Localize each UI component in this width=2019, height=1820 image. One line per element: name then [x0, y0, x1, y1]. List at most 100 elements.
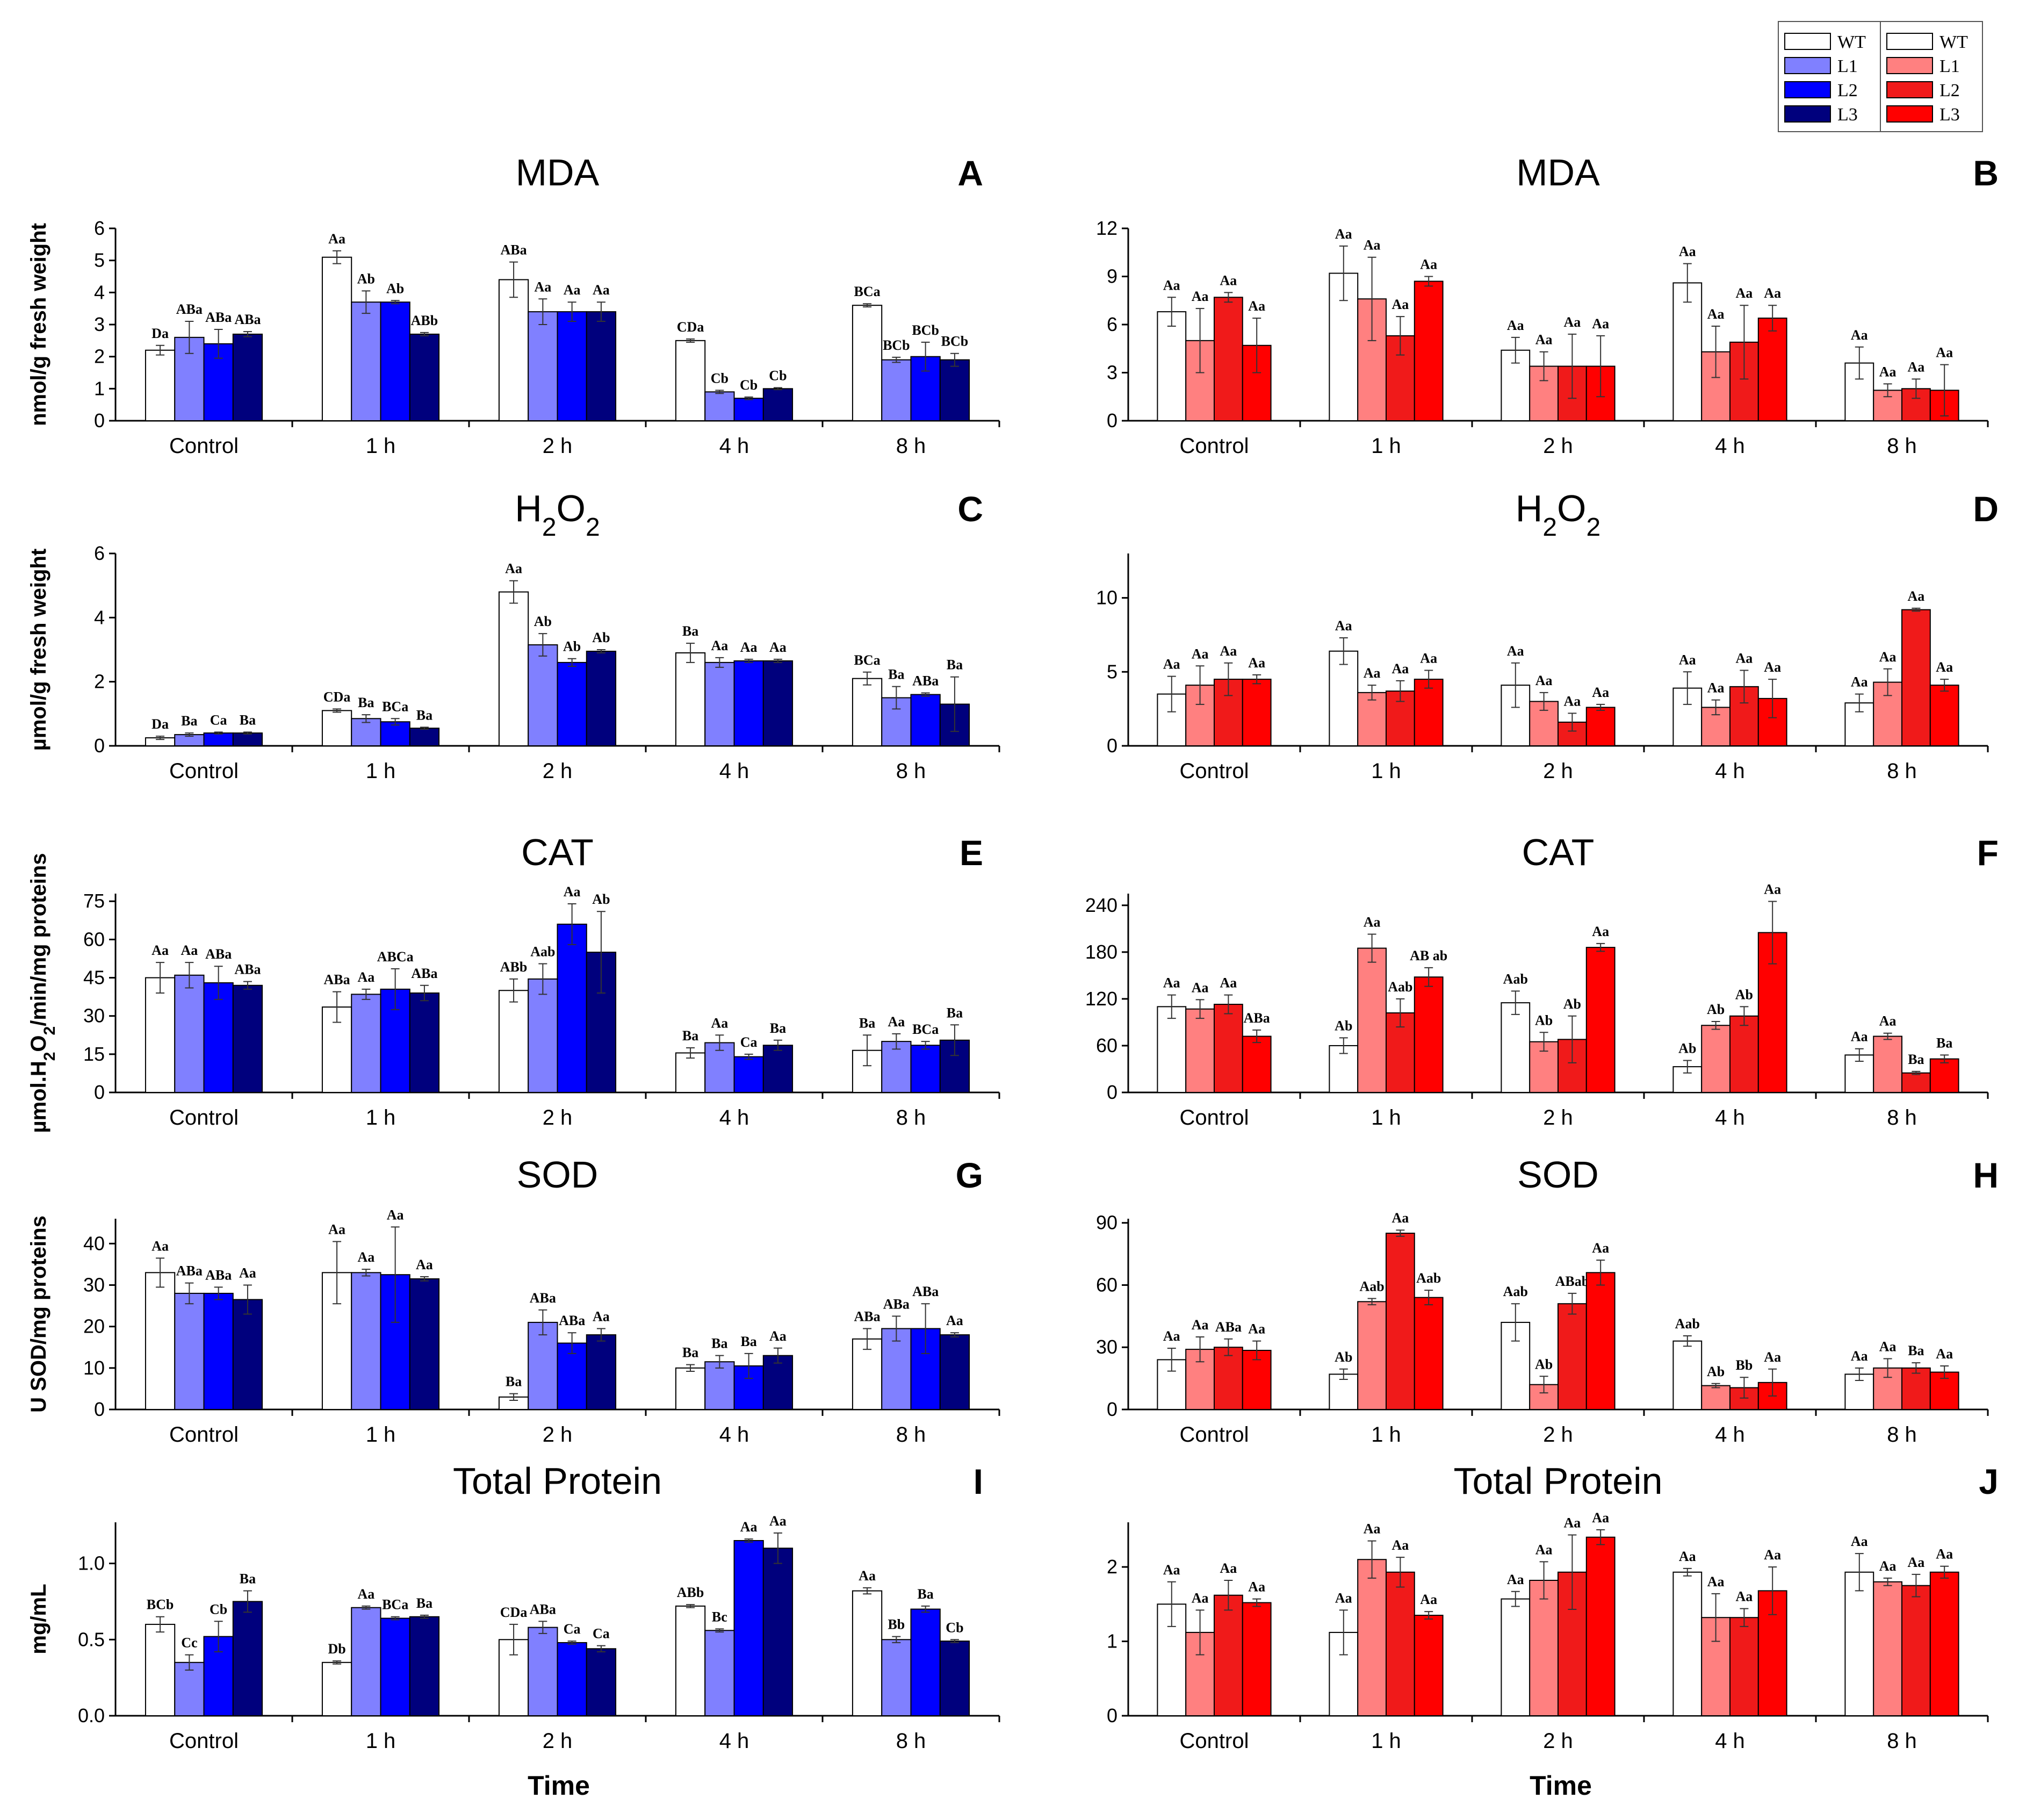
y-tick-label: 3	[1107, 362, 1117, 384]
significance-label: Aa	[1335, 226, 1352, 242]
bar-C-L1-3	[704, 661, 735, 747]
bar-A-L3-4	[939, 359, 970, 422]
bar-I-L3-3	[762, 1548, 794, 1716]
significance-label: Aa	[1420, 1592, 1437, 1607]
bar-B-L1-0	[1185, 340, 1215, 421]
significance-label: Aa	[1392, 1537, 1409, 1553]
x-tick-label: 4 h	[719, 434, 749, 458]
significance-label: ABa	[205, 946, 232, 962]
y-tick-label: 10	[83, 1357, 105, 1379]
bar-A-L3-0	[232, 333, 263, 422]
bar-J-L3-0	[1242, 1602, 1272, 1717]
significance-label: ABa	[176, 1263, 203, 1279]
bar-F-L2-0	[1214, 1004, 1243, 1093]
significance-label: Aa	[1364, 665, 1381, 681]
significance-label: Aa	[357, 1586, 374, 1602]
y-tick-label: 5	[94, 249, 105, 271]
significance-label: Aa	[1392, 661, 1409, 677]
y-axis-title: µmol/g fresh weight	[27, 549, 51, 751]
significance-label: Ca	[740, 1034, 758, 1050]
significance-label: Aa	[888, 1014, 905, 1030]
x-tick-label: 2 h	[1543, 759, 1573, 783]
significance-label: Aa	[1192, 1590, 1209, 1606]
x-tick-label: 8 h	[896, 1423, 926, 1447]
significance-label: Aab	[530, 944, 555, 959]
bar-E-L2-1	[380, 988, 410, 1094]
legend-swatch	[1784, 33, 1831, 50]
bar-G-L3-3	[762, 1355, 794, 1410]
significance-label: Aa	[1535, 332, 1553, 348]
bar-E-L1-1	[351, 994, 381, 1094]
bar-F-L1-3	[1701, 1025, 1730, 1094]
significance-label: ABa	[1244, 1010, 1270, 1026]
bar-F-L3-4	[1929, 1058, 1959, 1093]
x-tick-label: 8 h	[896, 1729, 926, 1753]
legend-swatch	[1784, 105, 1831, 123]
bar-A-L1-4	[881, 359, 912, 422]
y-tick-label: 10	[1096, 587, 1117, 609]
bar-J-L3-1	[1414, 1615, 1444, 1716]
significance-label: Cb	[769, 368, 787, 384]
significance-label: Ca	[564, 1621, 581, 1637]
significance-label: Ba	[416, 707, 432, 723]
significance-label: ABa	[234, 962, 261, 977]
bar-H-L3-1	[1414, 1297, 1444, 1410]
significance-label: Aa	[1879, 1339, 1897, 1354]
bar-J-WT-2	[1501, 1598, 1531, 1717]
bar-B-L3-1	[1414, 280, 1444, 421]
bar-I-WT-4	[852, 1590, 883, 1717]
significance-label: Aa	[357, 969, 374, 985]
y-tick-label: 0	[1107, 1398, 1117, 1420]
legend-label: WT	[1939, 32, 1968, 52]
significance-label: ABa	[559, 1313, 585, 1328]
significance-label: Aa	[416, 1257, 433, 1272]
significance-label: Aa	[1851, 1534, 1868, 1549]
bar-A-WT-4	[852, 305, 883, 422]
significance-label: Aa	[1592, 1510, 1609, 1526]
bar-G-L3-2	[586, 1334, 617, 1410]
significance-label: Cb	[946, 1620, 963, 1635]
y-tick-label: 0	[94, 1081, 105, 1103]
bar-H-L2-2	[1557, 1303, 1587, 1411]
y-tick-label: 6	[1107, 313, 1117, 335]
bar-D-L3-2	[1585, 707, 1616, 747]
legend-label: L2	[1939, 81, 1960, 100]
y-tick-label: 30	[83, 1005, 105, 1027]
significance-label: Aa	[1908, 588, 1925, 604]
significance-label: Aa	[1535, 673, 1553, 688]
bar-I-WT-3	[675, 1605, 706, 1716]
significance-label: ABb	[677, 1585, 704, 1600]
x-tick-label: 8 h	[896, 434, 926, 458]
x-tick-label: 2 h	[1543, 1106, 1573, 1130]
bar-H-L1-3	[1701, 1385, 1730, 1410]
bar-J-WT-4	[1844, 1571, 1874, 1717]
panel-title: H2O2	[1516, 487, 1600, 542]
significance-label: Ca	[210, 712, 227, 728]
bar-E-L1-0	[174, 974, 205, 1094]
bar-I-L3-4	[939, 1641, 970, 1716]
bar-H-L1-1	[1357, 1301, 1387, 1411]
significance-label: Aa	[1879, 649, 1897, 665]
legend-label: WT	[1837, 32, 1866, 52]
legend: WT L1 L2 L3 WT L1 L2 L3	[1778, 21, 1983, 132]
x-tick-label: 4 h	[1715, 1729, 1745, 1753]
significance-label: Aa	[1679, 244, 1696, 260]
bar-F-L2-3	[1729, 1015, 1759, 1094]
panel-letter: B	[1973, 153, 1999, 193]
x-tick-label: Control	[1180, 1423, 1249, 1447]
x-tick-label: 4 h	[1715, 1423, 1745, 1447]
significance-label: Ba	[240, 1571, 256, 1587]
bar-A-L1-2	[528, 311, 558, 422]
bar-G-WT-0	[145, 1272, 176, 1411]
panel-title: CAT	[1522, 831, 1595, 873]
x-tick-label: 8 h	[896, 1106, 926, 1130]
significance-label: CDa	[500, 1605, 528, 1620]
significance-label: ABCa	[377, 949, 414, 965]
bar-E-L2-2	[557, 923, 587, 1094]
significance-label: Ba	[1936, 1035, 1952, 1051]
y-tick-label: 0	[94, 409, 105, 431]
y-tick-label: 0	[94, 735, 105, 757]
significance-label: Aa	[1764, 1349, 1781, 1365]
panel-F: CAT F 0 60 120 180 240 Control Aa Aa Aa ABa 1 h Ab Aa A…	[1085, 831, 1999, 1130]
panel-B: MDA B 0 3 6 9 12 Control Aa Aa Aa Aa 1 h Aa Aa Aa Aa 2 h A…	[1096, 152, 1999, 458]
